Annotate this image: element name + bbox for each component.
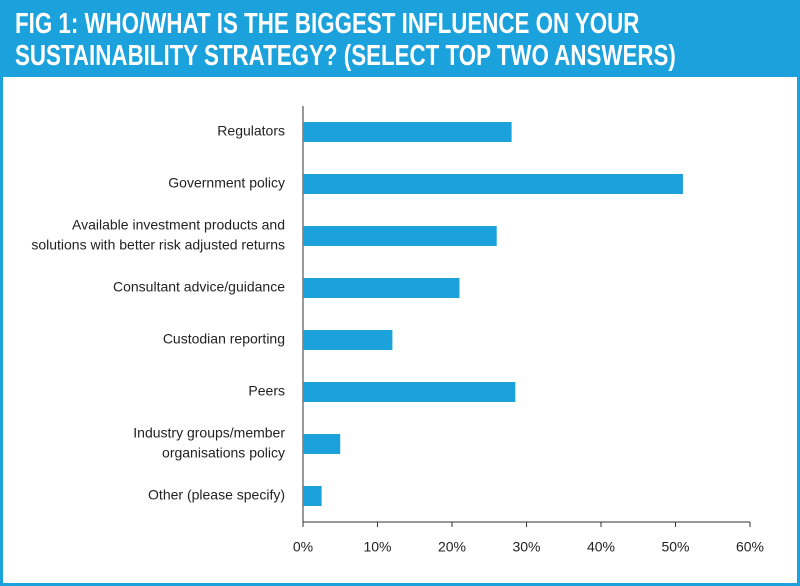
bar bbox=[303, 486, 322, 506]
x-tick-label: 40% bbox=[587, 539, 615, 555]
y-tick-label: solutions with better risk adjusted retu… bbox=[31, 237, 285, 253]
x-tick-label: 0% bbox=[293, 539, 313, 555]
x-tick-label: 30% bbox=[512, 539, 540, 555]
bar bbox=[303, 174, 683, 194]
y-tick-label: Industry groups/member bbox=[133, 425, 285, 441]
bar bbox=[303, 382, 516, 402]
x-tick-label: 20% bbox=[438, 539, 466, 555]
bar bbox=[303, 278, 460, 298]
bar bbox=[303, 226, 497, 246]
bar bbox=[303, 434, 341, 454]
y-tick-label: Available investment products and bbox=[72, 217, 285, 233]
x-tick-label: 60% bbox=[736, 539, 764, 555]
x-tick-label: 10% bbox=[363, 539, 391, 555]
chart-title: FIG 1: WHO/WHAT IS THE BIGGEST INFLUENCE… bbox=[15, 8, 676, 72]
bar bbox=[303, 122, 512, 142]
y-tick-label: organisations policy bbox=[162, 445, 285, 461]
header: FIG 1: WHO/WHAT IS THE BIGGEST INFLUENCE… bbox=[3, 3, 797, 77]
y-tick-label: Government policy bbox=[168, 175, 285, 191]
x-tick-label: 50% bbox=[661, 539, 689, 555]
y-tick-label: Regulators bbox=[217, 123, 285, 139]
y-tick-label: Custodian reporting bbox=[163, 331, 285, 347]
y-tick-label: Consultant advice/guidance bbox=[113, 279, 285, 295]
bar bbox=[303, 330, 393, 350]
y-tick-label: Other (please specify) bbox=[148, 487, 285, 503]
y-tick-label: Peers bbox=[248, 383, 285, 399]
